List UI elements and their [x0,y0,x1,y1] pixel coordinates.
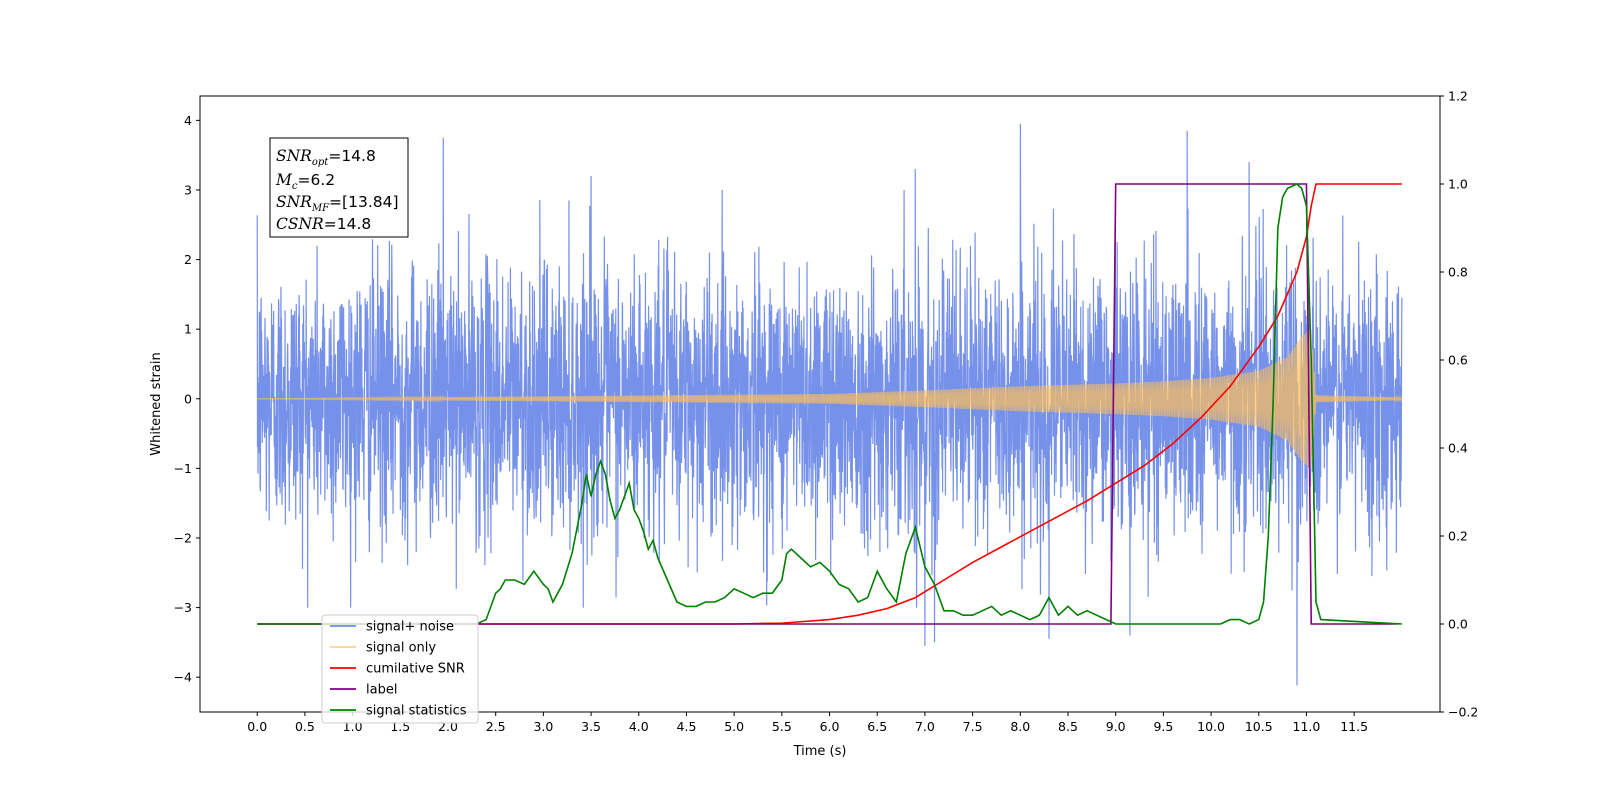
y-tick-label: 3 [184,182,192,197]
x-tick-label: 6.0 [820,719,840,734]
annotation-box: SNRopt=14.8 Mc=6.2 SNRMF=[13.84] CSNR=14… [269,137,409,238]
x-tick-label: 10.5 [1245,719,1273,734]
legend-label: signal statistics [366,704,467,719]
legend: signal+ noise signal only cumilative SNR la… [321,614,479,724]
series-signal-noise-line [256,123,1403,686]
x-tick-label: 5.0 [724,719,744,734]
y-axis-label: Whitened strain [149,352,164,455]
series-signal-only-line [257,329,1403,468]
y-tick-label: −2 [174,530,192,545]
annotation-frame [269,137,409,238]
legend-label: cumilative SNR [366,662,465,677]
y-tick-label: 0 [184,391,192,406]
legend-label: signal+ noise [366,620,454,635]
x-tick-label: 4.5 [677,719,697,734]
x-tick-label: 6.5 [867,719,887,734]
x-tick-label: 0.5 [295,719,315,734]
y2-tick-label: 0.8 [1448,265,1468,280]
y-axis-right: −0.2 0.0 0.2 0.4 0.6 0.8 1.0 1.2 [1440,89,1478,720]
x-tick-label: 3.5 [581,719,601,734]
series-cumilative-snr-line [257,183,1402,625]
y2-tick-label: 0.2 [1448,529,1468,544]
y2-tick-label: −0.2 [1448,705,1478,720]
x-tick-label: 9.5 [1153,719,1173,734]
x-tick-label: 8.5 [1058,719,1078,734]
x-tick-label: 11.5 [1340,719,1368,734]
annotation-mc: Mc=6.2 [275,171,335,192]
x-axis-label: Time (s) [793,744,847,759]
y-tick-label: 1 [184,322,192,337]
annotation-snr-opt: SNRopt=14.8 [276,147,376,168]
y2-tick-label: 1.2 [1448,89,1468,104]
y2-tick-label: 0.6 [1448,353,1468,368]
y2-tick-label: 0.4 [1448,441,1468,456]
legend-frame [321,614,479,724]
series-signal-statistics-line [257,183,1402,625]
x-tick-label: 10.0 [1197,719,1225,734]
y-tick-label: 2 [184,252,192,267]
y-tick-label: 4 [184,113,192,128]
x-tick-label: 11.0 [1293,719,1321,734]
plot-area [256,123,1403,686]
y-tick-label: −1 [174,461,192,476]
x-tick-label: 4.0 [629,719,649,734]
legend-label: label [366,683,397,698]
series-label-line [257,183,1398,625]
x-tick-label: 9.0 [1106,719,1126,734]
annotation-csnr: CSNR=14.8 [276,215,371,233]
legend-label: signal only [366,641,436,656]
y2-tick-label: 1.0 [1448,177,1468,192]
axes-frame [199,95,1441,713]
x-tick-label: 5.5 [772,719,792,734]
x-tick-label: 7.0 [915,719,935,734]
x-tick-label: 7.5 [963,719,983,734]
y2-tick-label: 0.0 [1448,617,1468,632]
x-tick-label: 8.0 [1010,719,1030,734]
x-tick-label: 3.0 [533,719,553,734]
y-axis-left: −4 −3 −2 −1 0 1 2 3 4 [174,113,200,685]
x-tick-label: 0.0 [247,719,267,734]
annotation-snr-mf: SNRMF=[13.84] [276,193,399,214]
y-tick-label: −3 [174,600,192,615]
x-axis: 0.0 0.5 1.0 1.5 2.0 2.5 3.0 3.5 4.0 4.5 5.0 5.5 6.0 6… [247,712,1368,734]
x-tick-label: 2.5 [486,719,506,734]
y-tick-label: −4 [174,670,192,685]
